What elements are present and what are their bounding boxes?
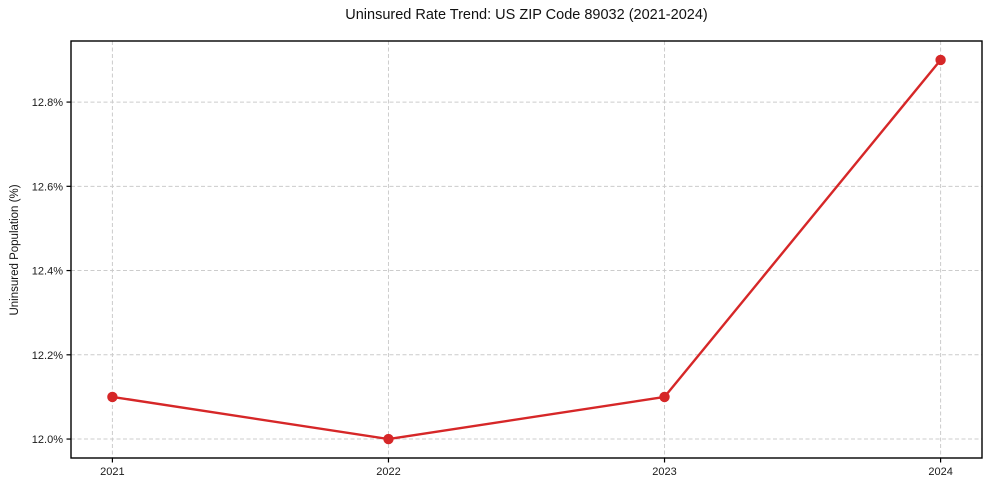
x-tick-label: 2024 (928, 466, 952, 478)
x-tick-label: 2023 (652, 466, 676, 478)
y-tick-label: 12.8% (32, 97, 63, 109)
data-point-marker (659, 391, 670, 403)
y-tick-label: 12.4% (32, 266, 63, 278)
data-point-marker (107, 391, 118, 403)
y-tick-label: 12.0% (32, 434, 63, 446)
x-tick-label: 2021 (100, 466, 124, 478)
data-point-marker (383, 433, 394, 445)
data-point-marker (935, 54, 946, 66)
y-tick-label: 12.2% (32, 350, 63, 362)
x-tick-label: 2022 (376, 466, 400, 478)
trend-line (111, 58, 942, 441)
chart-title: Uninsured Rate Trend: US ZIP Code 89032 … (345, 7, 708, 23)
y-tick-label: 12.6% (32, 181, 63, 193)
plot-border (70, 40, 983, 459)
